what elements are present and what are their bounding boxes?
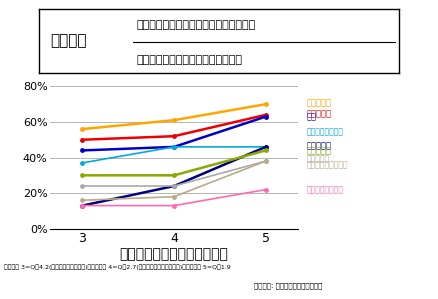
Text: 気管支喘息: 気管支喘息 (307, 99, 332, 108)
Text: アトピー性皮膚炎: アトピー性皮膚炎 (307, 127, 343, 136)
Text: 目のかゆみ: 目のかゆみ (307, 155, 330, 164)
Text: アレルギー性結膜炎: アレルギー性結膜炎 (307, 160, 348, 169)
Text: 新しい住まいで症状が出なくなった人数: 新しい住まいで症状が出なくなった人数 (136, 20, 256, 30)
Text: 資料提供: 近畿大学　岩前　篤教授: 資料提供: 近畿大学 岩前 篤教授 (254, 283, 322, 289)
Text: 改善率＝: 改善率＝ (50, 33, 87, 49)
Text: 手足の冷え: 手足の冷え (307, 141, 332, 150)
Text: アレルギー性鼻炎: アレルギー性鼻炎 (307, 185, 343, 194)
Text: グレード 3=Q値4.2(新省エネ基準レベル)　グレード 4=Q値2.7(次世代省エネ基準レベル)　グレード 5=Q値1.9: グレード 3=Q値4.2(新省エネ基準レベル) グレード 4=Q値2.7(次世代… (4, 265, 231, 270)
Text: のどの痛み: のどの痛み (307, 109, 332, 118)
Text: せき: せき (307, 113, 317, 122)
Text: 肌のかゆみ: 肌のかゆみ (307, 146, 332, 155)
X-axis label: 転居後の住宅の断熱グレード: 転居後の住宅の断熱グレード (120, 247, 229, 261)
Text: 以前の住まいで症状が出ていた人数: 以前の住まいで症状が出ていた人数 (136, 55, 242, 65)
